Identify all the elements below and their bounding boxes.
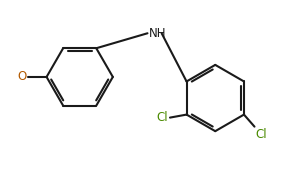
Text: O: O bbox=[18, 70, 27, 83]
Text: Cl: Cl bbox=[255, 128, 267, 141]
Text: Cl: Cl bbox=[157, 111, 168, 124]
Text: NH: NH bbox=[149, 27, 167, 40]
